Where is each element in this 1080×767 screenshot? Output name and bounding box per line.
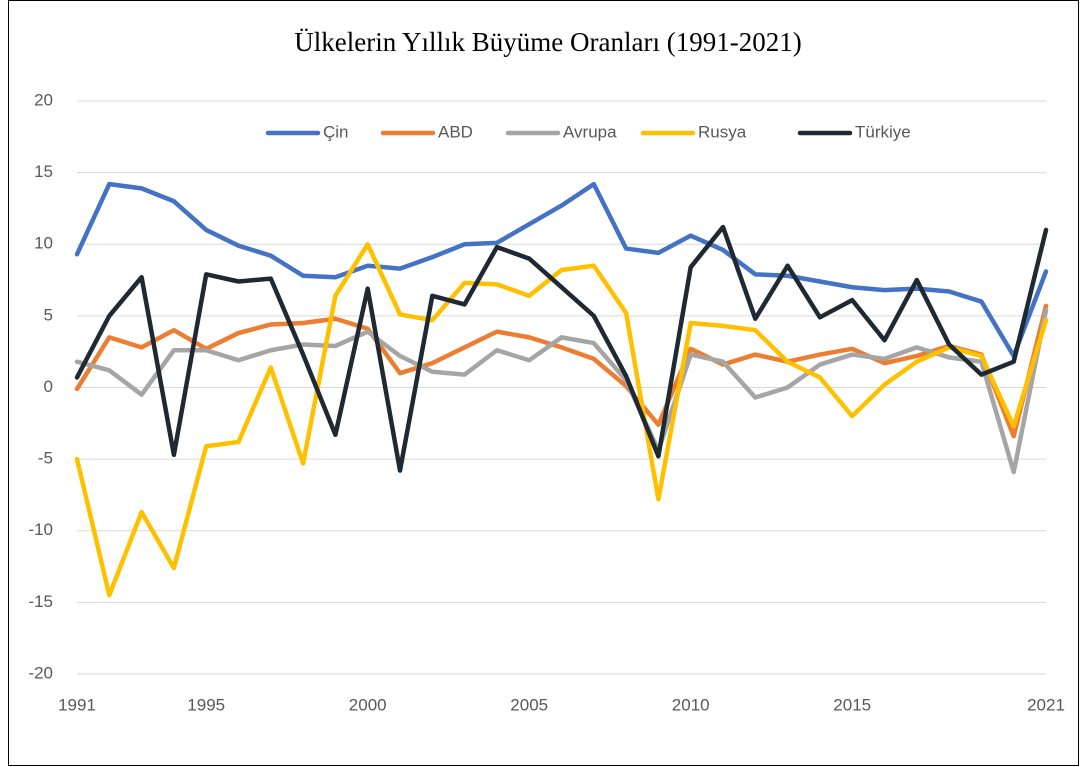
chart-title: Ülkelerin Yıllık Büyüme Oranları (1991-2…: [294, 27, 801, 57]
x-tick-label: 2005: [510, 695, 548, 714]
y-tick-label: 20: [34, 90, 53, 109]
series-line: [74, 242, 1049, 598]
legend-label: Türkiye: [855, 122, 911, 141]
x-tick-label: 2000: [349, 695, 387, 714]
y-tick-label: -20: [28, 663, 53, 682]
y-tick-label: 0: [44, 377, 53, 396]
x-tick-label: 2021: [1027, 695, 1065, 714]
y-tick-label: -15: [28, 592, 53, 611]
series-line: [74, 181, 1049, 359]
y-tick-label: -10: [28, 520, 53, 539]
legend-label: Rusya: [698, 122, 747, 141]
y-tick-label: 10: [34, 234, 53, 253]
series-line: [74, 307, 1049, 475]
series-line: [74, 303, 1049, 439]
legend-label: Çin: [323, 122, 349, 141]
y-tick-label: 15: [34, 162, 53, 181]
chart-frame: [8, 0, 1079, 766]
legend-label: ABD: [438, 122, 473, 141]
y-tick-label: -5: [38, 449, 53, 468]
x-tick-label: 1995: [187, 695, 225, 714]
x-tick-label: 1991: [58, 695, 96, 714]
x-tick-label: 2010: [672, 695, 710, 714]
legend-label: Avrupa: [563, 122, 617, 141]
y-tick-label: 5: [44, 305, 53, 324]
series-line: [74, 224, 1049, 473]
x-tick-label: 2015: [833, 695, 871, 714]
